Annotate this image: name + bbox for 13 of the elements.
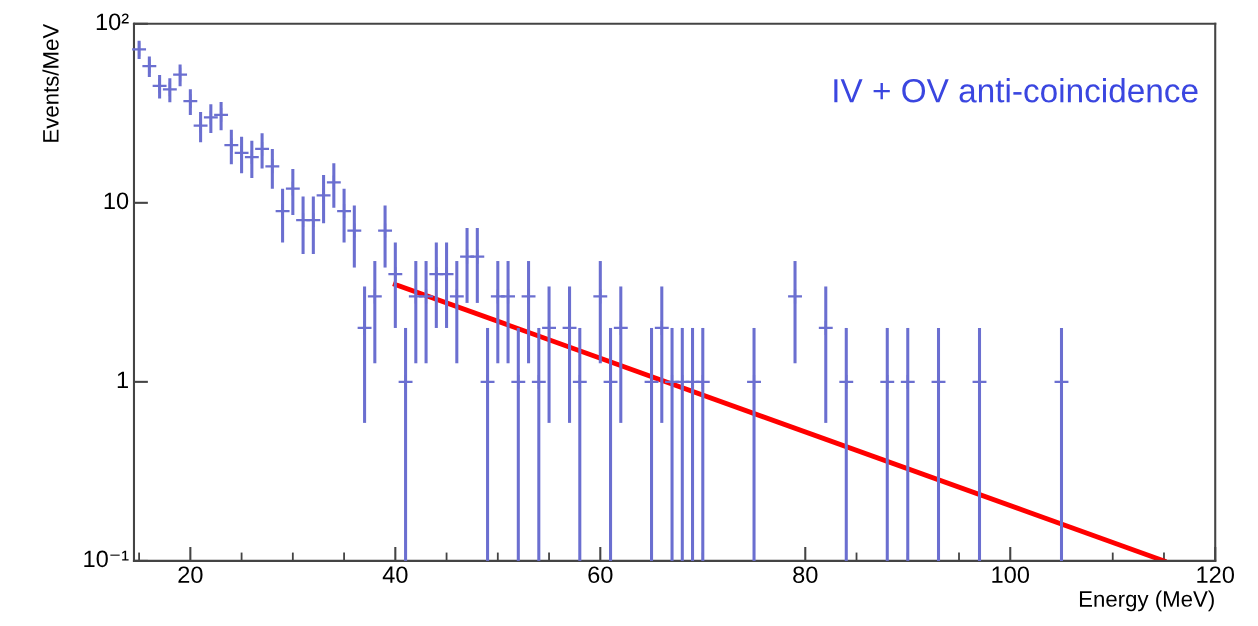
y-tick-label: 10²: [96, 13, 129, 31]
annotation: IV + OV anti-coincidence: [834, 78, 1198, 103]
x-tick-label: 120: [1197, 566, 1234, 584]
x-tick-label: 40: [382, 566, 408, 584]
x-axis-title: Energy (MeV): [1079, 590, 1214, 612]
x-tick-label: 100: [992, 566, 1030, 584]
x-tick-label: 60: [588, 566, 613, 584]
y-axis-title: Events/MeV: [42, 23, 59, 142]
y-tick-label: 1: [117, 371, 128, 388]
x-tick-label: 80: [793, 566, 818, 584]
y-tick-label: 10⁻¹: [84, 550, 129, 568]
x-tick-label: 20: [178, 566, 203, 584]
y-tick-label: 10: [104, 192, 129, 210]
